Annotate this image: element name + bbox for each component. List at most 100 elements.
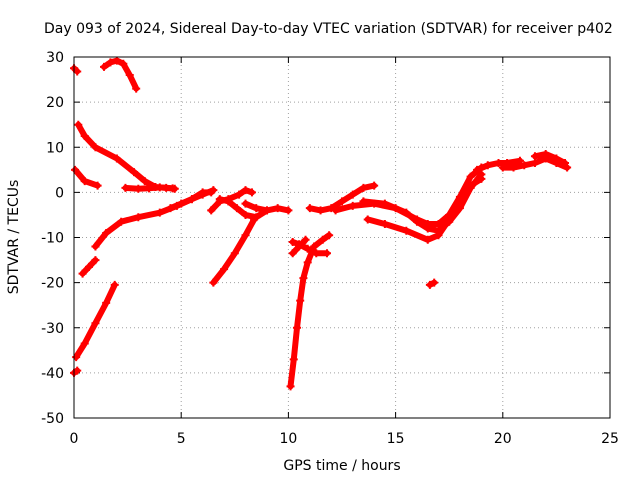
data-point: [72, 353, 81, 362]
data-point: [235, 190, 244, 199]
data-point: [100, 62, 109, 71]
data-point: [262, 206, 271, 215]
data-point: [232, 204, 241, 213]
series-s16: [288, 238, 331, 258]
series-s21: [363, 174, 486, 244]
data-point: [289, 355, 298, 364]
y-tick-label: 30: [46, 50, 64, 66]
x-tick-label: 15: [387, 431, 405, 447]
data-point: [296, 296, 305, 305]
data-point: [106, 58, 115, 67]
data-point: [91, 319, 100, 328]
data-point: [80, 177, 89, 186]
data-point: [73, 366, 82, 375]
data-point: [209, 278, 218, 287]
series-s2: [100, 56, 141, 93]
y-tick-label: 10: [46, 140, 64, 156]
data-point: [305, 204, 314, 213]
data-point: [348, 201, 357, 210]
data-point: [121, 183, 130, 192]
data-series: [70, 56, 572, 391]
data-point: [483, 161, 492, 170]
series-s8: [72, 280, 119, 362]
x-tick-label: 25: [601, 431, 619, 447]
data-point: [241, 231, 250, 240]
data-point: [80, 131, 89, 140]
data-point: [198, 190, 207, 199]
data-point: [477, 174, 486, 183]
data-point: [71, 165, 80, 174]
series-s13: [209, 215, 259, 287]
data-point: [85, 262, 94, 271]
data-point: [509, 163, 518, 172]
data-point: [423, 224, 432, 233]
data-point: [552, 154, 561, 163]
data-point: [132, 84, 141, 93]
series-s7: [78, 256, 100, 278]
data-point: [110, 280, 119, 289]
data-point: [250, 215, 259, 224]
data-point: [73, 67, 82, 76]
data-point: [312, 249, 321, 258]
data-point: [316, 206, 325, 215]
data-point: [303, 258, 312, 267]
plot-frame: [73, 56, 611, 419]
data-point: [125, 71, 134, 80]
data-point: [370, 181, 379, 190]
data-point: [134, 213, 143, 222]
data-point: [331, 206, 340, 215]
data-point: [560, 159, 569, 168]
data-point: [288, 249, 297, 258]
data-point: [359, 197, 368, 206]
data-point: [380, 219, 389, 228]
x-tick-label: 5: [177, 431, 186, 447]
data-point: [155, 183, 164, 192]
data-point: [301, 235, 310, 244]
data-point: [348, 190, 357, 199]
data-point: [102, 298, 111, 307]
data-point: [241, 199, 250, 208]
data-point: [273, 204, 282, 213]
data-point: [145, 184, 154, 193]
data-point: [80, 339, 89, 348]
data-point: [286, 382, 295, 391]
data-point: [140, 177, 149, 186]
data-point: [413, 217, 422, 226]
data-point: [402, 208, 411, 217]
data-point: [91, 256, 100, 265]
data-point: [177, 199, 186, 208]
y-tick-label: 0: [55, 185, 64, 201]
data-point: [102, 228, 111, 237]
chart-title: Day 093 of 2024, Sidereal Day-to-day VTE…: [44, 21, 613, 37]
series-s23: [473, 156, 524, 174]
series-s25: [530, 150, 569, 168]
series-s5: [121, 183, 177, 193]
data-point: [380, 199, 389, 208]
y-tick-label: -30: [41, 321, 64, 337]
x-tick-labels: 0 5 10 15 20 25: [70, 431, 619, 447]
data-point: [78, 269, 87, 278]
data-point: [295, 242, 304, 251]
data-point: [288, 238, 297, 247]
data-point: [338, 197, 346, 206]
data-point: [215, 195, 224, 204]
data-point: [130, 168, 139, 177]
data-point: [119, 59, 128, 68]
data-point: [252, 204, 261, 213]
data-point: [303, 244, 312, 253]
data-point: [325, 231, 334, 240]
data-point: [530, 152, 539, 161]
data-point: [292, 323, 301, 332]
y-tick-label: 20: [46, 95, 64, 111]
data-point: [91, 242, 100, 251]
x-axis-label: GPS time / hours: [283, 458, 400, 474]
data-point: [112, 56, 121, 65]
data-point: [284, 206, 293, 215]
data-point: [155, 208, 164, 217]
data-point: [112, 154, 121, 163]
data-point: [425, 280, 434, 289]
data-point: [530, 159, 539, 168]
series-s4: [71, 165, 102, 190]
data-point: [299, 274, 308, 283]
data-point: [93, 181, 102, 190]
